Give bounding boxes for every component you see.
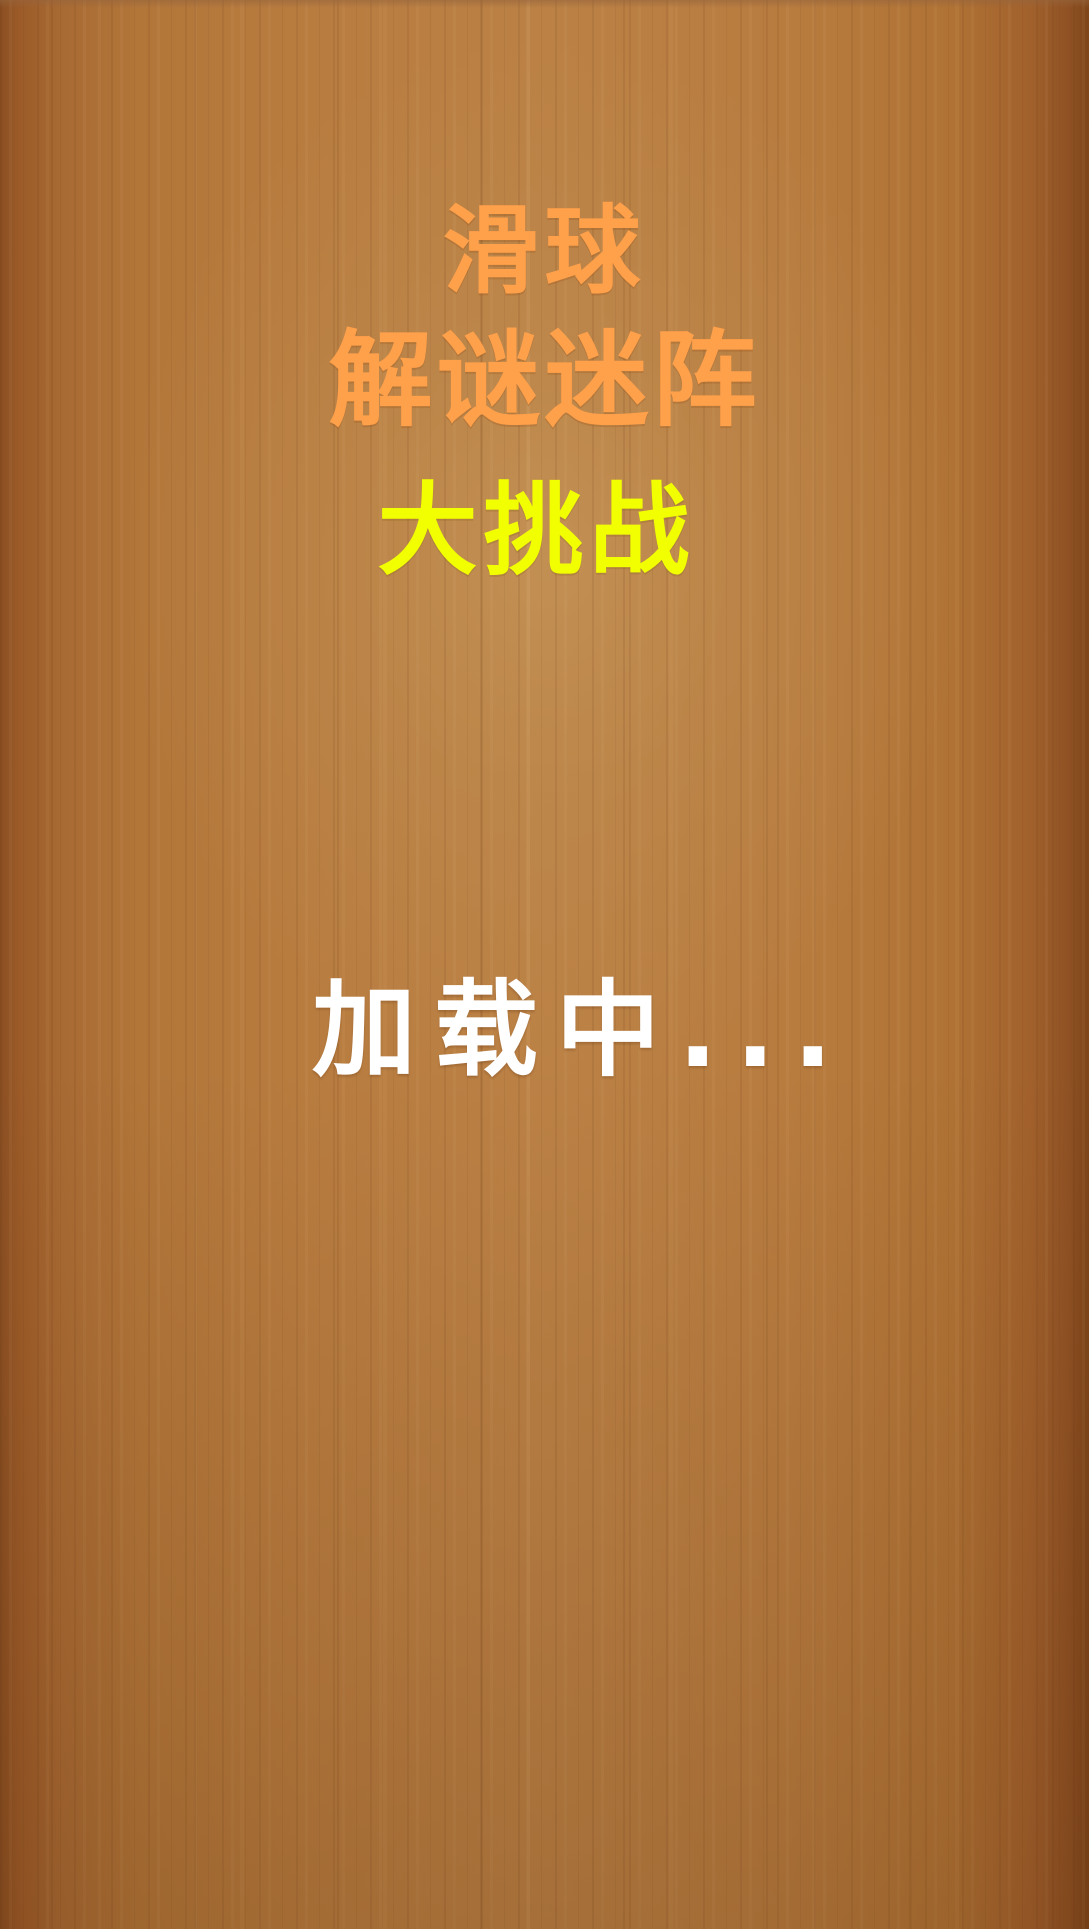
game-title-line-3: 大挑战 (377, 472, 696, 589)
game-title-line-1: 滑球 (442, 195, 647, 307)
top-edge (0, 0, 1089, 8)
loading-text: 加载中... (312, 969, 851, 1091)
game-title-line-2: 解谜迷阵 (328, 319, 761, 441)
